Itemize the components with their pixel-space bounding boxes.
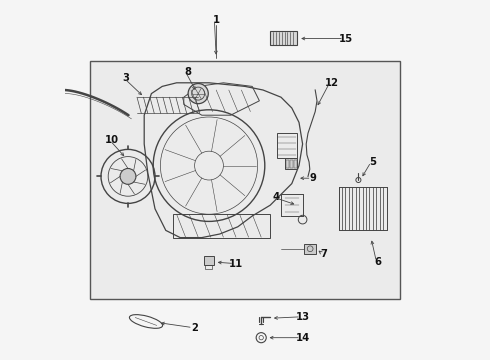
Text: 13: 13 bbox=[295, 312, 310, 322]
Text: 2: 2 bbox=[191, 323, 198, 333]
Bar bbox=[304, 244, 316, 254]
Circle shape bbox=[120, 168, 136, 184]
Bar bbox=[173, 214, 270, 238]
Text: 4: 4 bbox=[272, 192, 279, 202]
Bar bbox=[285, 158, 297, 169]
Text: 3: 3 bbox=[123, 73, 130, 84]
Bar bbox=[290, 160, 293, 168]
Bar bbox=[286, 160, 289, 168]
Bar bbox=[277, 133, 297, 158]
Bar bbox=[204, 256, 214, 265]
Text: 1: 1 bbox=[213, 15, 220, 25]
Text: 11: 11 bbox=[229, 258, 243, 269]
Text: 12: 12 bbox=[324, 78, 339, 88]
Text: 5: 5 bbox=[369, 157, 376, 167]
Text: 15: 15 bbox=[339, 33, 353, 44]
Text: 10: 10 bbox=[105, 135, 119, 145]
Text: 9: 9 bbox=[310, 173, 317, 183]
Text: 7: 7 bbox=[321, 249, 328, 259]
Bar bbox=[90, 61, 400, 299]
Text: 8: 8 bbox=[184, 67, 191, 77]
Circle shape bbox=[188, 84, 208, 104]
Text: 14: 14 bbox=[295, 333, 310, 343]
Bar bbox=[294, 160, 297, 168]
Text: 6: 6 bbox=[375, 257, 382, 267]
Bar bbox=[270, 31, 297, 45]
Bar bbox=[205, 265, 212, 269]
